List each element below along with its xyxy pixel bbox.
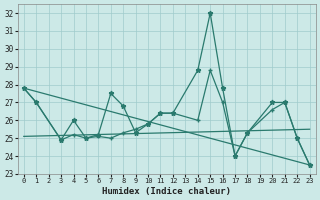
X-axis label: Humidex (Indice chaleur): Humidex (Indice chaleur) xyxy=(102,187,231,196)
